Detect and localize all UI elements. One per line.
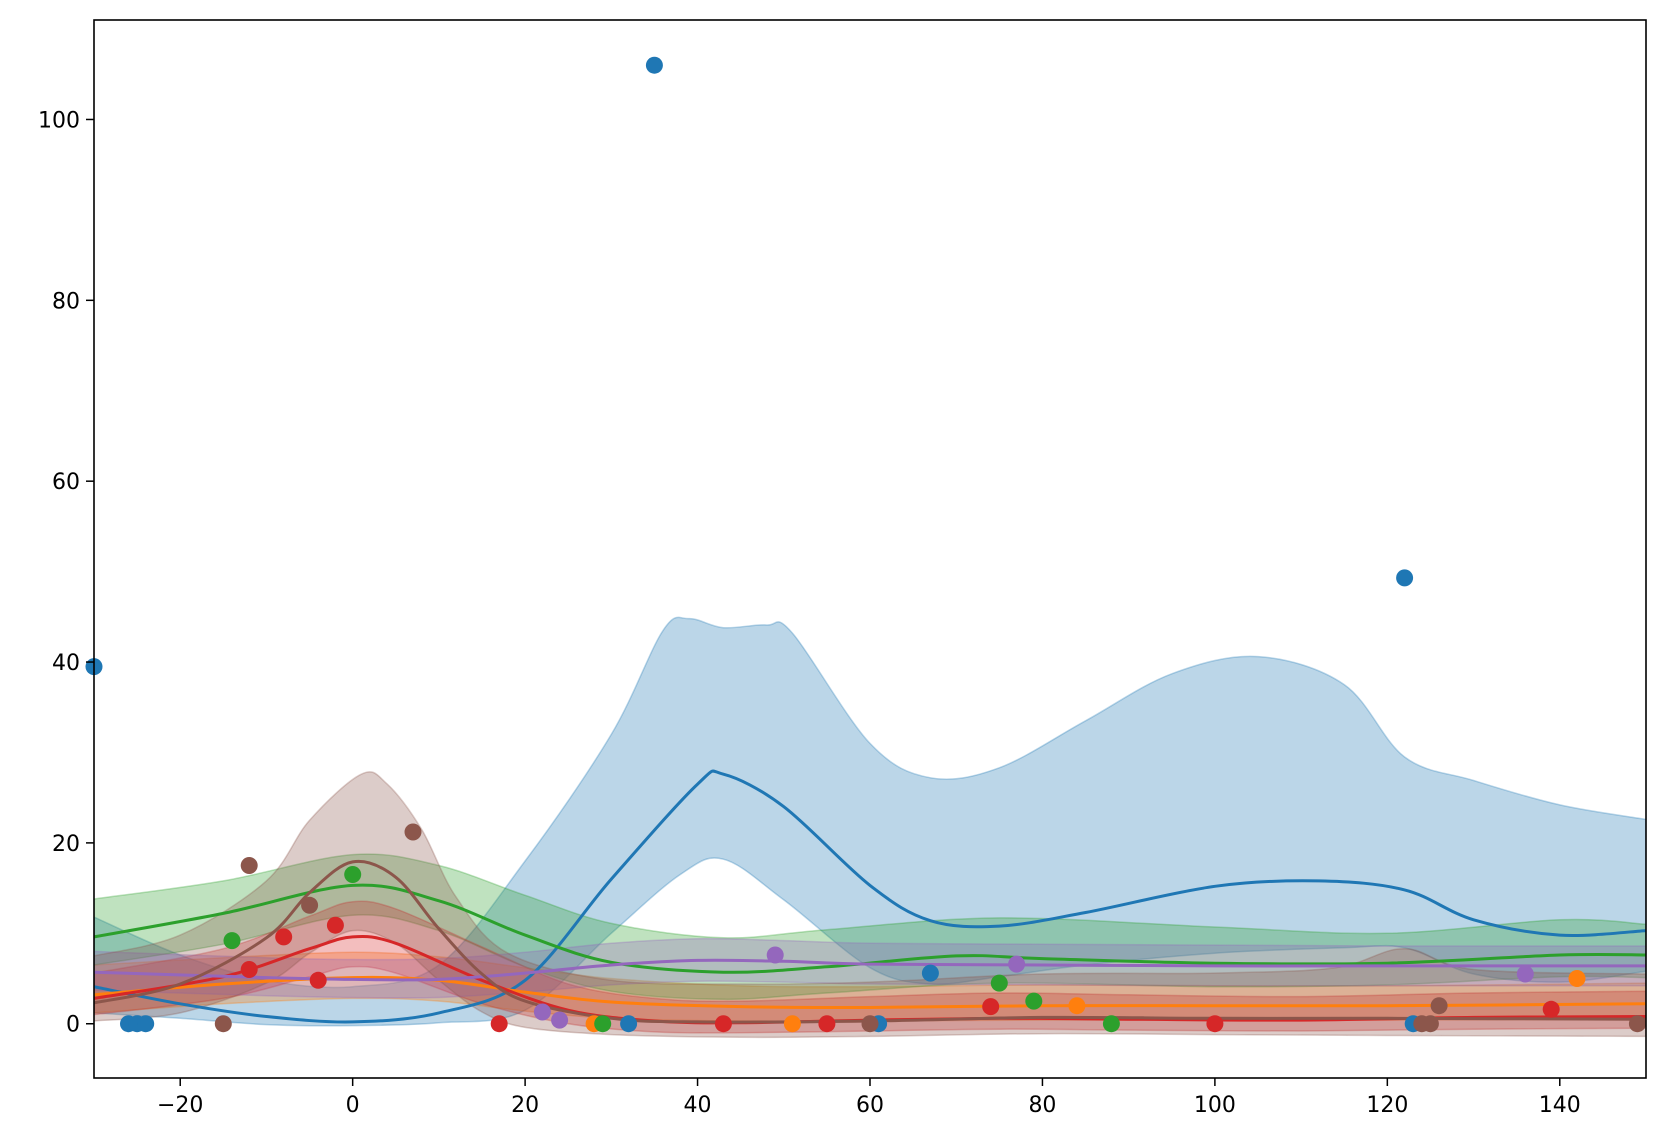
data-point-4-7 (818, 1015, 836, 1033)
y-tick-label: 20 (52, 832, 80, 857)
data-point-2-3 (1068, 997, 1086, 1015)
data-point-4-8 (982, 998, 1000, 1016)
x-tick-label: 20 (511, 1093, 539, 1118)
data-point-6-4 (404, 823, 422, 841)
x-axis: −20 0 20 40 60 80 100 120 140 (157, 1078, 1581, 1118)
data-points (85, 56, 1646, 1033)
x-tick-label: 40 (684, 1093, 712, 1118)
data-point-3-5 (1025, 992, 1043, 1010)
y-tick-label: 100 (38, 108, 80, 133)
data-point-6-7 (1421, 1015, 1439, 1033)
data-point-3-3 (594, 1015, 612, 1033)
x-tick-label: 80 (1028, 1093, 1056, 1118)
data-point-1-5 (620, 1015, 638, 1033)
data-point-6-3 (301, 896, 319, 914)
data-point-1-6 (645, 56, 663, 74)
data-point-6-8 (1430, 997, 1448, 1015)
y-tick-label: 60 (52, 470, 80, 495)
y-tick-label: 80 (52, 289, 80, 314)
x-tick-label: 120 (1366, 1093, 1408, 1118)
data-point-6-2 (240, 857, 258, 874)
confidence-band-4 (94, 900, 1646, 1034)
data-point-3-4 (990, 974, 1008, 992)
confidence-bands (94, 616, 1646, 1039)
confidence-band-1 (94, 616, 1646, 1027)
x-tick-label: 140 (1539, 1093, 1581, 1118)
data-point-4-1 (240, 961, 258, 978)
data-point-4-9 (1206, 1015, 1224, 1033)
y-tick-label: 40 (52, 651, 80, 676)
data-point-3-1 (223, 932, 241, 950)
data-point-6-1 (214, 1015, 232, 1033)
x-tick-label: 60 (856, 1093, 884, 1118)
data-point-5-3 (766, 946, 784, 964)
data-point-4-3 (309, 971, 327, 989)
data-point-5-1 (533, 1003, 551, 1021)
data-point-5-4 (1008, 955, 1026, 973)
data-point-5-2 (551, 1011, 569, 1029)
mean-line-5 (94, 958, 1646, 982)
data-point-1-9 (1396, 569, 1414, 587)
confidence-band-2 (94, 951, 1646, 1023)
confidence-band-5 (94, 937, 1646, 999)
data-point-4-5 (490, 1015, 508, 1033)
y-axis: 0 20 40 60 80 100 (38, 108, 94, 1038)
data-point-4-2 (275, 928, 293, 946)
data-point-4-4 (326, 916, 344, 934)
confidence-band-6 (94, 771, 1646, 1039)
data-point-2-2 (783, 1015, 801, 1033)
mean-line-2 (94, 975, 1646, 1010)
data-point-1-4 (137, 1015, 155, 1033)
data-point-4-6 (714, 1015, 732, 1033)
x-tick-label: 0 (346, 1093, 360, 1118)
data-point-4-10 (1542, 1000, 1560, 1018)
x-tick-label: 100 (1194, 1093, 1236, 1118)
mean-line-3 (94, 883, 1646, 974)
y-tick-label: 0 (66, 1013, 80, 1038)
x-tick-label: −20 (157, 1093, 203, 1118)
data-point-1-8 (921, 964, 939, 982)
mean-line-1 (94, 769, 1646, 1024)
data-point-3-6 (1102, 1015, 1120, 1033)
data-point-5-5 (1516, 965, 1534, 983)
data-point-3-2 (344, 866, 362, 883)
data-point-2-4 (1568, 970, 1586, 987)
data-point-6-9 (1628, 1015, 1646, 1033)
data-point-6-5 (861, 1015, 879, 1033)
mean-lines (94, 769, 1646, 1025)
